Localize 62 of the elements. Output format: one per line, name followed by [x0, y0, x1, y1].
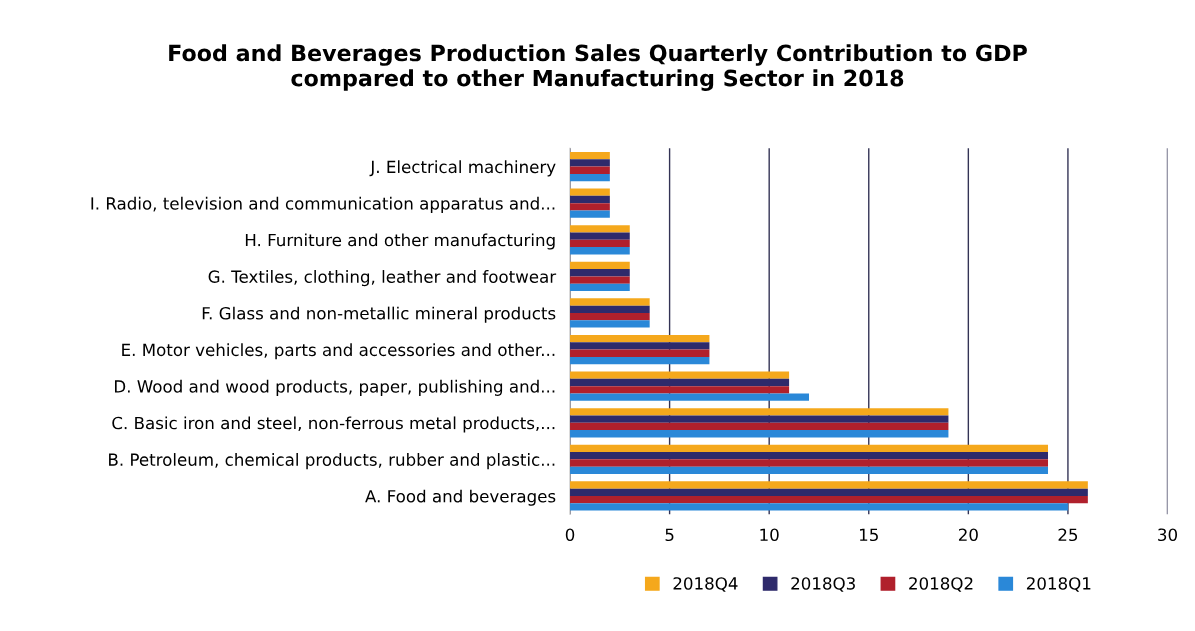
bar: [570, 422, 949, 431]
bar: [570, 342, 710, 350]
bar: [570, 225, 630, 233]
bar: [570, 195, 610, 204]
bar: [570, 378, 790, 387]
bar: [570, 371, 790, 379]
bar: [570, 166, 610, 174]
bar: [570, 386, 790, 394]
bar: [570, 444, 1049, 453]
legend-label: 2018Q4: [673, 577, 738, 592]
x-tick-label: 10: [760, 528, 779, 542]
bar: [570, 452, 1049, 460]
bar: [570, 298, 650, 306]
y-tick-label: C. Basic iron and steel, non-ferrous metal products,...: [112, 416, 555, 433]
bar: [570, 203, 610, 211]
y-tick-label: I. Radio, television and communication apparatus and...: [91, 196, 555, 213]
x-tick-label: 20: [958, 528, 978, 542]
bar: [570, 188, 610, 196]
x-tick-label: 0: [565, 528, 575, 542]
bar: [570, 232, 630, 240]
x-tick-label: 15: [859, 528, 878, 542]
bar: [570, 481, 1088, 489]
x-tick-label: 5: [665, 528, 674, 542]
y-tick-label: G. Textiles, clothing, leather and footwear: [208, 270, 557, 287]
legend-label: 2018Q1: [1026, 577, 1091, 592]
bar: [570, 210, 610, 218]
bar: [570, 349, 710, 357]
bar: [570, 334, 710, 343]
bar: [570, 459, 1049, 467]
bar: [570, 305, 650, 313]
bar: [570, 393, 810, 401]
bar: [570, 283, 630, 292]
bar: [570, 247, 630, 255]
bar: [570, 261, 630, 270]
bar: [570, 495, 1088, 504]
bar: [570, 173, 610, 182]
bar: [570, 276, 630, 284]
chart-title: Food and Beverages Production Sales Quarterly Contribution to GDP compared to other Manufacturing Sector in 2018: [169, 44, 1027, 91]
y-tick-label: J. Electrical machinery: [369, 160, 556, 177]
bar: [570, 312, 650, 321]
y-tick-label: B. Petroleum, chemical products, rubber and plastic...: [109, 453, 555, 470]
bar: [570, 503, 1068, 511]
bar: [570, 415, 949, 423]
y-tick-label: F. Glass and non-metallic mineral products: [202, 306, 556, 323]
bar: [570, 320, 650, 328]
x-tick-label: 30: [1158, 528, 1178, 542]
bar: [570, 488, 1088, 496]
bar: [570, 151, 610, 160]
bar: [570, 408, 949, 416]
y-tick-label: D. Wood and wood products, paper, publishing and...: [115, 379, 555, 396]
y-tick-label: E. Motor vehicles, parts and accessories and other...: [122, 343, 555, 360]
bar: [570, 239, 630, 248]
bar: [570, 466, 1049, 475]
bar: [570, 356, 710, 365]
y-tick-label: H. Furniture and other manufacturing: [245, 233, 555, 250]
y-tick-label: A. Food and beverages: [365, 489, 556, 506]
bar: [570, 269, 630, 277]
bar: [570, 430, 949, 438]
bar: [570, 159, 610, 167]
legend-label: 2018Q3: [791, 577, 855, 592]
legend-label: 2018Q2: [909, 577, 973, 592]
x-tick-label: 25: [1058, 528, 1078, 542]
